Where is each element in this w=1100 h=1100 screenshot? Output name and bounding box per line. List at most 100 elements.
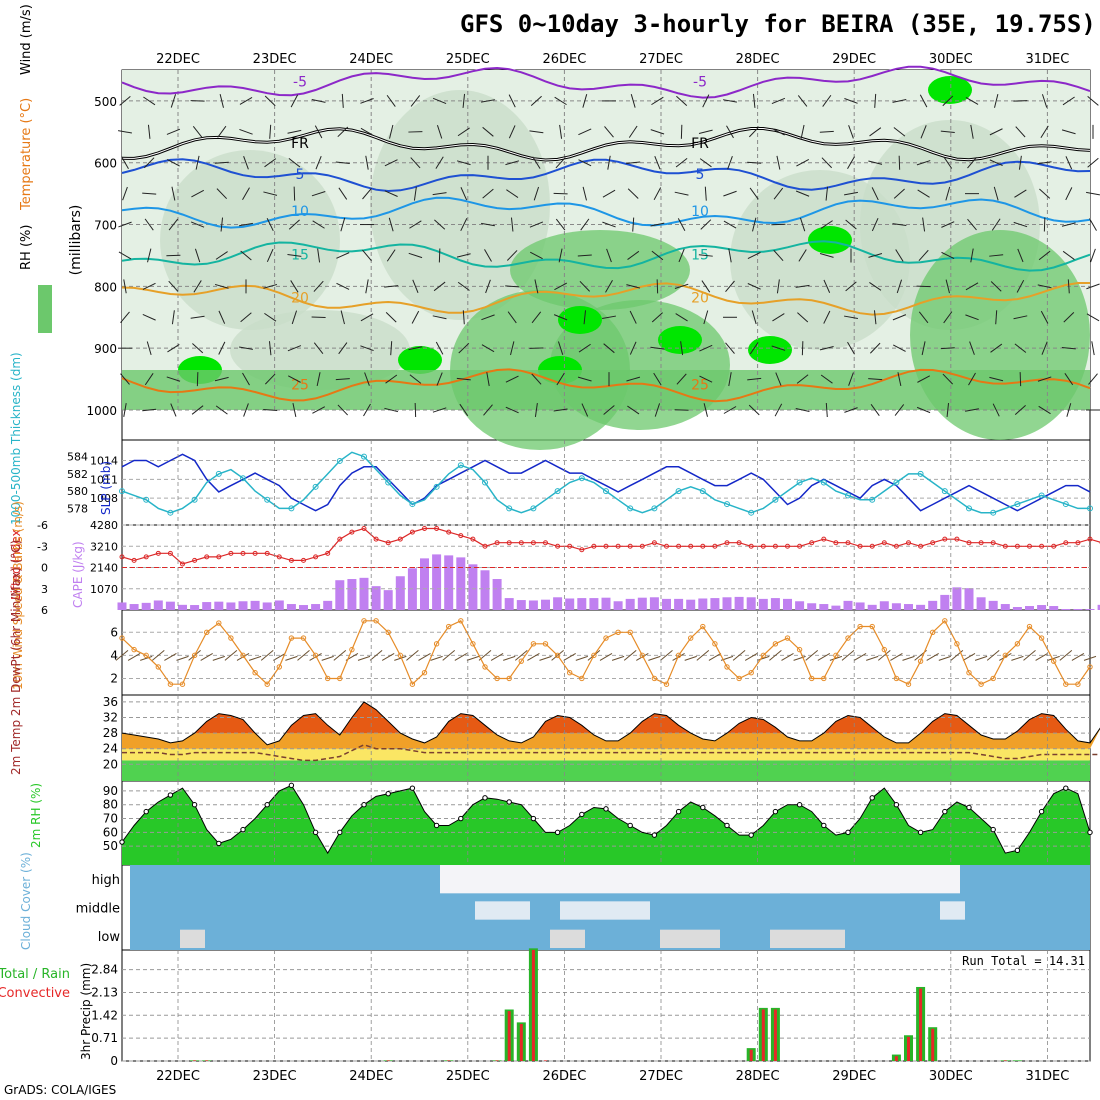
wind-barb [167, 344, 180, 353]
wind-barb [462, 310, 465, 325]
wind-barb [771, 128, 785, 136]
thickness-point [1062, 501, 1069, 508]
wind-barb [674, 191, 689, 196]
wind-barb [1061, 129, 1076, 135]
cape-axis-label: CAPE (J/kg) [71, 541, 85, 608]
wind-barb [312, 406, 326, 414]
wind-barb [341, 93, 344, 108]
wind-barb [844, 98, 858, 104]
lifted-index-point [797, 543, 803, 549]
wind-barb [1014, 343, 1027, 353]
wind-barb [311, 190, 326, 197]
cape-bar [722, 597, 732, 610]
wind-barb [1015, 126, 1026, 138]
wind-barb [607, 155, 611, 170]
wind-barb [224, 650, 238, 661]
high-cloud-block [660, 865, 780, 894]
wind-barb [986, 650, 1000, 661]
wind-barb [848, 372, 854, 386]
wind-barb [1086, 313, 1100, 322]
wind-barb [218, 341, 226, 355]
rh-point [240, 826, 246, 833]
wind-speed-point [869, 623, 875, 630]
date-label-top: 30DEC [929, 52, 973, 67]
wind-barb [510, 217, 514, 232]
date-label-top: 31DEC [1025, 52, 1069, 67]
wind-barb [989, 159, 1003, 167]
wind-barb [485, 279, 491, 294]
wind-barb [192, 125, 203, 138]
wind-barb [260, 650, 274, 661]
date-label-top: 25DEC [446, 52, 490, 67]
cape-bar [649, 597, 659, 610]
wind-barb [554, 282, 568, 291]
wind-barb [819, 346, 834, 351]
thickness-point [1087, 505, 1093, 512]
precip-tick-label: 1.42 [91, 1008, 118, 1022]
wind-barb [460, 218, 468, 232]
cloud-axis-label: Cloud Cover (%) [19, 852, 33, 950]
wind-barb [1062, 96, 1075, 106]
wind-barb [797, 95, 808, 107]
wind-barb [386, 94, 396, 107]
wind-barb [844, 407, 858, 413]
wind-barb [799, 217, 806, 232]
low-cloud-block [180, 929, 205, 948]
wind-barb [408, 252, 423, 259]
wind-speed-point [1051, 658, 1057, 664]
wind-barb [725, 342, 735, 354]
wind-barb [143, 96, 156, 106]
wind-tick-label: 6 [110, 625, 118, 639]
precip-convective-bar [495, 1060, 499, 1061]
wind-speed-point [204, 629, 210, 636]
wind-speed-point [131, 646, 137, 653]
wind-barb [194, 248, 201, 263]
wind-barb [723, 99, 737, 103]
cape-bar [492, 579, 502, 610]
wind-barb [457, 281, 470, 291]
temp-tick-label: 28 [103, 726, 118, 740]
cape-bar [1097, 604, 1100, 610]
wind-barb [825, 186, 829, 201]
wind-barb [459, 403, 469, 417]
wind-speed-point [639, 652, 645, 659]
lifted-index-point [288, 557, 294, 563]
wind-barb [965, 314, 979, 321]
wind-barb [164, 652, 177, 661]
wind-barb [434, 219, 446, 230]
cape-bar [867, 604, 877, 610]
lifted-index-point [700, 543, 706, 549]
thickness-point [433, 483, 440, 490]
cape-bar [190, 605, 200, 610]
isotherm-label: FR [291, 136, 309, 152]
wind-speed-point [603, 635, 609, 641]
isotherm-15 [121, 240, 1091, 272]
precip-convective-bar [919, 988, 923, 1061]
lifted-index-point [688, 543, 694, 549]
lifted-index-point [1063, 540, 1069, 546]
wind-barb [433, 281, 446, 292]
rh-axis-title: 2m RH (%) [29, 783, 43, 848]
thickness-point [530, 505, 537, 512]
wind-barb [773, 187, 784, 200]
wind-tick-label: 4 [110, 648, 118, 662]
wind-speed-point [857, 623, 863, 630]
temp-tick-label: 24 [103, 742, 118, 756]
cape-bar [250, 600, 260, 610]
rh-point [845, 829, 851, 836]
wind-barb [870, 404, 880, 416]
wind-barb [866, 655, 879, 661]
wind-barb [1087, 157, 1099, 168]
wind-barb [820, 374, 833, 384]
lifted-index-point [180, 561, 185, 567]
cape-bar [129, 604, 139, 610]
upper-air-legend: RH (%) Temperature (°C) Wind (m/s) [19, 4, 34, 270]
wind-speed-point [615, 629, 621, 636]
rh-point [1087, 829, 1093, 836]
wind-barb [853, 652, 867, 661]
wind-barb [147, 124, 151, 139]
wind-barb [577, 254, 592, 257]
lifted-index-point [555, 543, 561, 549]
pressure-tick-label: 800 [94, 280, 117, 294]
wind-speed-point [349, 646, 355, 653]
